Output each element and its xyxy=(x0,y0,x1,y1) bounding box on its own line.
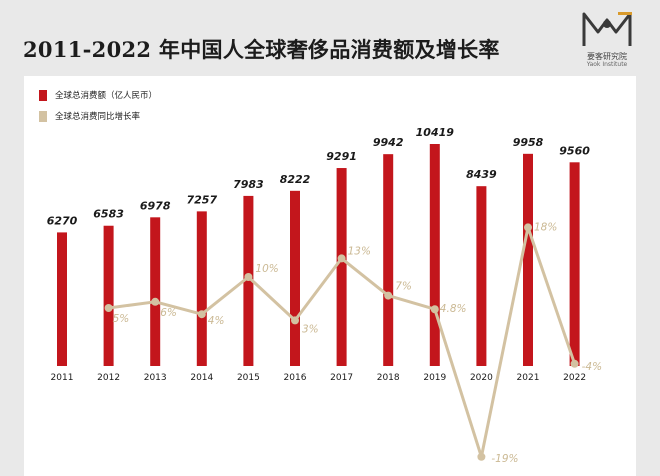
bar-value-label: 9958 xyxy=(513,136,544,149)
bar-value-label: 7257 xyxy=(186,193,217,206)
bar-value-label: 6583 xyxy=(93,208,124,221)
growth-rate-label: -4% xyxy=(582,361,602,373)
bar-2020 xyxy=(476,186,487,366)
legend-label-line: 全球总消费同比增长率 xyxy=(55,112,141,122)
bar-2019 xyxy=(429,144,440,366)
x-tick-label: 2013 xyxy=(144,373,167,383)
bar-2013 xyxy=(150,217,161,366)
bar-value-label: 7983 xyxy=(233,178,264,191)
bar-value-label: 8222 xyxy=(280,173,311,186)
x-tick-label: 2018 xyxy=(377,373,400,383)
logo-name-cn: 要客研究院 xyxy=(587,52,627,61)
growth-rate-point xyxy=(524,223,532,232)
growth-rate-point xyxy=(570,359,579,368)
legend-item-bar: 全球总消费额（亿人民币） xyxy=(39,89,157,101)
growth-rate-label: 10% xyxy=(255,263,278,275)
brand-logo: 要客研究院 Yaok Institute xyxy=(574,8,640,68)
page-title: 2011-2022 年中国人全球奢侈品消费额及增长率 xyxy=(23,37,500,62)
growth-rate-label: 13% xyxy=(348,245,371,257)
growth-rate-point xyxy=(477,452,486,461)
x-tick-label: 2012 xyxy=(97,373,120,383)
bar-value-label: 9291 xyxy=(326,150,357,163)
legend-item-line: 全球总消费同比增长率 xyxy=(39,110,140,122)
x-tick-label: 2017 xyxy=(330,373,353,383)
bar-value-label: 6270 xyxy=(47,214,78,227)
chart-canvas: 6270 6583 6978 7257 7983 8222 9291 9942 10419 843… xyxy=(47,126,602,465)
yaok-logo-icon xyxy=(582,12,632,46)
legend-label-bar: 全球总消费额（亿人民币） xyxy=(55,91,158,101)
bar-2012 xyxy=(103,225,114,366)
bar-2021 xyxy=(523,153,533,366)
bar-2022 xyxy=(569,162,580,366)
growth-rate-point xyxy=(104,304,113,312)
bar-2014 xyxy=(196,211,207,366)
x-tick-label: 2014 xyxy=(190,373,213,383)
growth-rate-point xyxy=(197,310,206,319)
growth-rate-label: 18% xyxy=(534,221,557,233)
growth-rate-label: 5% xyxy=(113,313,130,325)
growth-rate-label: -19% xyxy=(491,453,518,465)
growth-rate-label: 7% xyxy=(395,281,412,293)
bar-2016 xyxy=(290,190,300,366)
growth-rate-point xyxy=(337,254,346,263)
x-tick-label: 2022 xyxy=(563,373,586,383)
x-tick-label: 2019 xyxy=(423,373,446,383)
bar-value-label: 6978 xyxy=(140,199,171,212)
legend-swatch-bar xyxy=(39,89,47,101)
bar-2011 xyxy=(57,232,67,366)
growth-rate-point xyxy=(384,291,393,300)
growth-rate-label: 4.8% xyxy=(440,303,467,315)
legend-swatch-line xyxy=(39,110,47,122)
bar-2017 xyxy=(336,168,347,366)
bar-value-label: 8439 xyxy=(466,168,497,181)
x-tick-label: 2015 xyxy=(237,373,260,383)
logo-name-en: Yaok Institute xyxy=(586,61,628,68)
bar-value-label: 9560 xyxy=(559,144,590,157)
bar-value-label: 10419 xyxy=(416,126,455,139)
bar-value-label: 9942 xyxy=(373,136,404,149)
growth-rate-point xyxy=(291,316,299,325)
x-tick-label: 2016 xyxy=(284,373,307,383)
growth-rate-point xyxy=(244,273,253,281)
chart-panel: 全球总消费额（亿人民币） 全球总消费同比增长率 6270 6583 6978 7257… xyxy=(24,76,636,476)
growth-rate-label: 4% xyxy=(208,315,225,327)
x-tick-label: 2020 xyxy=(470,373,493,383)
x-tick-label: 2021 xyxy=(517,373,540,383)
growth-rate-point xyxy=(151,297,160,306)
bar-2018 xyxy=(383,154,394,366)
growth-rate-label: 3% xyxy=(302,323,319,335)
growth-rate-point xyxy=(430,305,439,314)
x-tick-label: 2011 xyxy=(51,373,74,383)
growth-rate-label: 6% xyxy=(160,307,177,319)
